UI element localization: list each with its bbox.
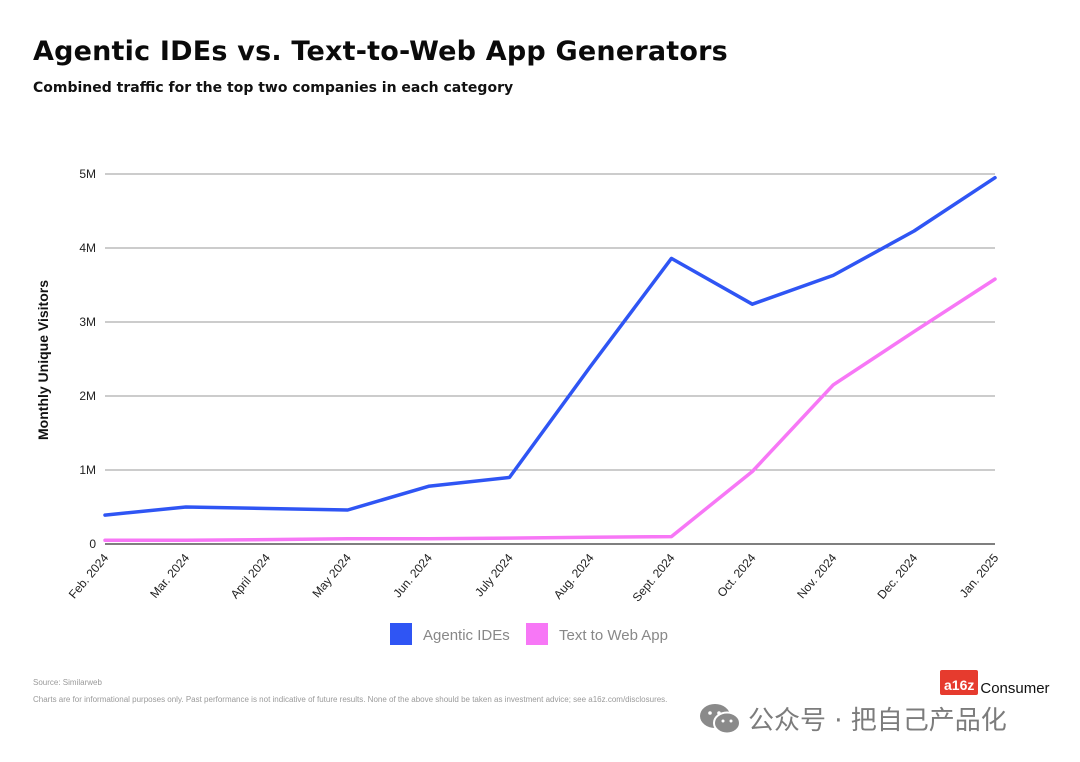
legend-swatch-2	[526, 623, 548, 645]
y-axis-label: Monthly Unique Visitors	[35, 280, 51, 440]
x-tick-label: April 2024	[228, 551, 274, 602]
a16z-logo: a16z	[940, 670, 979, 695]
y-tick-label: 2M	[79, 389, 96, 403]
y-tick-label: 0	[89, 537, 96, 551]
legend-label-2: Text to Web App	[559, 627, 668, 644]
chart-title: Agentic IDEs vs. Text-to-Web App Generat…	[33, 36, 728, 67]
y-tick-label: 4M	[79, 241, 96, 255]
x-tick-label: Jun. 2024	[390, 551, 435, 601]
watermark-text: 公众号 · 把自己产品化	[748, 706, 1007, 736]
y-tick-label: 1M	[79, 463, 96, 477]
disclaimer-note: Charts are for informational purposes on…	[33, 695, 668, 704]
series-line-1	[103, 175, 997, 517]
brand-text: Consumer	[980, 680, 1050, 697]
line-chart: 0 1M 2M 3M 4M 5M Monthly Unique Visitors Feb.…	[35, 167, 1002, 645]
series-lines	[103, 175, 997, 543]
y-axis-ticks: 0 1M 2M 3M 4M 5M	[79, 167, 96, 551]
grid-lines	[105, 173, 995, 545]
chart-subtitle: Combined traffic for the top two compani…	[33, 80, 514, 96]
watermark: 公众号 · 把自己产品化	[698, 700, 1007, 737]
x-axis-ticks: Feb. 2024 Mar. 2024 April 2024 May 2024 Jun.…	[66, 551, 1002, 605]
legend-label-1: Agentic IDEs	[423, 627, 510, 644]
source-note: Source: Similarweb	[33, 678, 102, 687]
x-tick-label: Mar. 2024	[147, 551, 192, 601]
x-tick-label: Aug. 2024	[551, 551, 597, 602]
x-tick-label: May 2024	[309, 551, 354, 601]
brand-logo: a16z Consumer	[940, 668, 1050, 697]
x-tick-label: Oct. 2024	[714, 551, 758, 600]
legend-swatch-1	[390, 623, 412, 645]
x-tick-label: Jan. 2025	[957, 551, 1002, 601]
x-tick-label: Sept. 2024	[630, 551, 678, 605]
series-line-2	[103, 277, 997, 543]
wechat-icon	[700, 703, 741, 734]
x-tick-label: Dec. 2024	[875, 551, 921, 602]
y-tick-label: 3M	[79, 315, 96, 329]
legend: Agentic IDEs Text to Web App	[390, 623, 668, 645]
y-tick-label: 5M	[79, 167, 96, 181]
x-tick-label: July 2024	[472, 551, 516, 600]
x-tick-label: Feb. 2024	[66, 551, 112, 602]
x-tick-label: Nov. 2024	[794, 551, 840, 601]
